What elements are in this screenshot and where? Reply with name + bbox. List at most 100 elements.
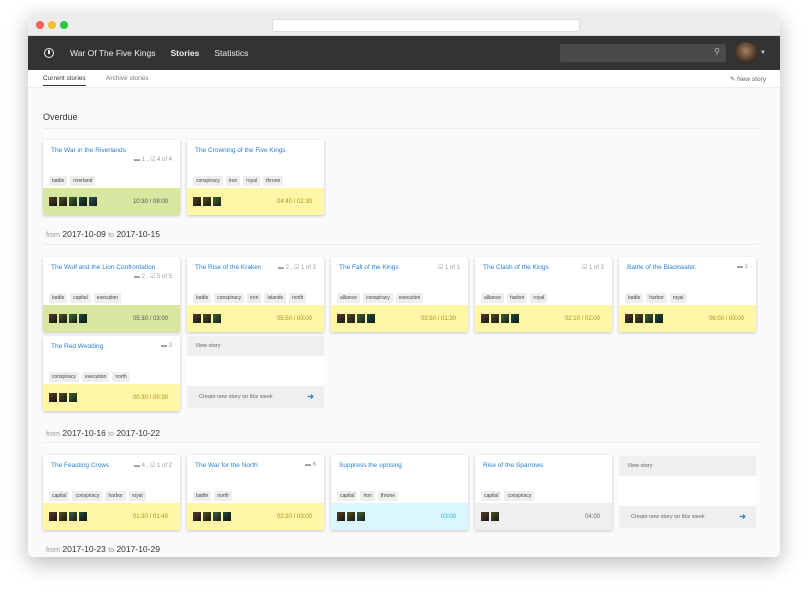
- story-title[interactable]: The Rise of the Kraken: [195, 264, 262, 271]
- story-title[interactable]: The War in the Riverlands: [51, 147, 126, 154]
- assignee-avatar[interactable]: [203, 197, 211, 206]
- assignee-avatar[interactable]: [69, 393, 77, 402]
- assignee-avatar[interactable]: [59, 393, 67, 402]
- assignee-avatar[interactable]: [655, 314, 663, 323]
- assignee-avatar[interactable]: [59, 197, 67, 206]
- tag[interactable]: harbor: [506, 293, 528, 303]
- assignee-avatar[interactable]: [481, 314, 489, 323]
- assignee-avatar[interactable]: [491, 512, 499, 521]
- assignee-avatar[interactable]: [193, 512, 201, 521]
- tag[interactable]: capital: [337, 491, 358, 501]
- story-title[interactable]: The Red Wedding: [51, 343, 104, 350]
- story-title[interactable]: The Feasting Crows: [51, 462, 110, 469]
- tag[interactable]: riverland: [70, 176, 96, 186]
- assignee-avatar[interactable]: [357, 512, 365, 521]
- tag[interactable]: islands: [264, 293, 287, 303]
- story-card[interactable]: Rise of the Sparrows capital conspiracy 04:…: [475, 455, 612, 530]
- assignee-avatar[interactable]: [223, 512, 231, 521]
- story-title[interactable]: The War for the North: [195, 462, 258, 469]
- assignee-avatar[interactable]: [49, 197, 57, 206]
- story-title[interactable]: The Crowning of the Five Kings: [195, 147, 286, 154]
- assignee-avatar[interactable]: [625, 314, 633, 323]
- assignee-avatar[interactable]: [491, 314, 499, 323]
- project-link[interactable]: War Of The Five Kings: [70, 48, 156, 58]
- search-input[interactable]: ⚲: [560, 44, 726, 62]
- assignee-avatar[interactable]: [511, 314, 519, 323]
- tag[interactable]: conspiracy: [72, 491, 103, 501]
- tag[interactable]: battle: [625, 293, 644, 303]
- story-card[interactable]: The War for the North ▬ 6 battle north 02:30…: [187, 455, 324, 530]
- tag[interactable]: royal: [669, 293, 687, 303]
- tab-current-stories[interactable]: Current stories: [43, 75, 86, 86]
- tag[interactable]: iron: [360, 491, 375, 501]
- tag[interactable]: royal: [243, 176, 261, 186]
- assignee-avatar[interactable]: [213, 314, 221, 323]
- assignee-avatar[interactable]: [79, 197, 87, 206]
- story-title[interactable]: Rise of the Sparrows: [483, 462, 544, 469]
- tag[interactable]: conspiracy: [214, 293, 245, 303]
- user-avatar[interactable]: [735, 42, 757, 64]
- assignee-avatar[interactable]: [79, 314, 87, 323]
- assignee-avatar[interactable]: [49, 314, 57, 323]
- assignee-avatar[interactable]: [357, 314, 365, 323]
- tag[interactable]: execution: [93, 293, 122, 303]
- assignee-avatar[interactable]: [69, 314, 77, 323]
- assignee-avatar[interactable]: [89, 197, 97, 206]
- logo-icon[interactable]: [44, 48, 54, 58]
- story-card[interactable]: The Feasting Crows ▬ 4 , ☑ 1 of 2 capital c…: [43, 455, 180, 530]
- assignee-avatar[interactable]: [69, 512, 77, 521]
- assignee-avatar[interactable]: [347, 512, 355, 521]
- tag[interactable]: throne: [263, 176, 284, 186]
- maximize-window-button[interactable]: [60, 21, 68, 29]
- tag[interactable]: alliance: [481, 293, 504, 303]
- assignee-avatar[interactable]: [347, 314, 355, 323]
- create-story-button[interactable]: Create new story on this week ➜: [619, 506, 756, 528]
- story-card[interactable]: The War in the Riverlands ▬ 1 , ☑ 4 of 4 b…: [43, 140, 180, 215]
- tag[interactable]: iron: [247, 293, 262, 303]
- tag[interactable]: capital: [49, 491, 70, 501]
- new-story-button[interactable]: ✎ New story: [730, 75, 766, 83]
- create-story-button[interactable]: Create new story on this week ➜: [187, 386, 324, 408]
- new-story-card[interactable]: New story Create new story on this week ➜: [187, 336, 324, 408]
- tag[interactable]: conspiracy: [193, 176, 223, 186]
- assignee-avatar[interactable]: [481, 512, 489, 521]
- tag[interactable]: harbor: [105, 491, 126, 501]
- close-window-button[interactable]: [36, 21, 44, 29]
- assignee-avatar[interactable]: [635, 314, 643, 323]
- minimize-window-button[interactable]: [48, 21, 56, 29]
- tag[interactable]: harbor: [646, 293, 667, 303]
- new-story-card[interactable]: New story Create new story on this week ➜: [619, 456, 756, 528]
- assignee-avatar[interactable]: [337, 512, 345, 521]
- assignee-avatar[interactable]: [193, 314, 201, 323]
- story-card[interactable]: The Rise of the Kraken ▬ 2 , ☑ 1 of 2 batt…: [187, 257, 324, 332]
- chevron-down-icon[interactable]: ▼: [760, 50, 766, 56]
- tag[interactable]: alliance: [337, 293, 360, 303]
- tag[interactable]: north: [289, 293, 307, 303]
- tag[interactable]: conspiracy: [504, 491, 535, 501]
- assignee-avatar[interactable]: [213, 512, 221, 521]
- tag[interactable]: throne: [377, 491, 398, 501]
- story-title[interactable]: The Wolf and the Lion Confrontation: [51, 264, 156, 271]
- assignee-avatar[interactable]: [69, 197, 77, 206]
- tag[interactable]: capital: [70, 293, 91, 303]
- assignee-avatar[interactable]: [49, 393, 57, 402]
- tag[interactable]: execution: [395, 293, 424, 303]
- tag[interactable]: battle: [193, 293, 212, 303]
- assignee-avatar[interactable]: [49, 512, 57, 521]
- assignee-avatar[interactable]: [213, 197, 221, 206]
- story-title[interactable]: The Clash of the Kings: [483, 264, 549, 271]
- tag[interactable]: capital: [481, 491, 502, 501]
- story-title[interactable]: Battle of the Blackwater.: [627, 264, 697, 271]
- story-card[interactable]: The Clash of the Kings ☑ 1 of 2 alliance ha…: [475, 257, 612, 332]
- assignee-avatar[interactable]: [79, 512, 87, 521]
- assignee-avatar[interactable]: [193, 197, 201, 206]
- tag[interactable]: north: [112, 372, 130, 382]
- tag[interactable]: north: [214, 491, 232, 501]
- story-card[interactable]: The Wolf and the Lion Confrontation ▬ 2 ,…: [43, 257, 180, 332]
- story-card[interactable]: The Red Wedding ▬ 3 conspiracy execution nor…: [43, 336, 180, 411]
- story-card[interactable]: Suppress the uprising capital iron throne 03…: [331, 455, 468, 530]
- assignee-avatar[interactable]: [367, 314, 375, 323]
- story-card[interactable]: The Crowning of the Five Kings conspiracy…: [187, 140, 324, 215]
- story-card[interactable]: Battle of the Blackwater. ▬ 1 battle harbor…: [619, 257, 756, 332]
- tag[interactable]: royal: [128, 491, 146, 501]
